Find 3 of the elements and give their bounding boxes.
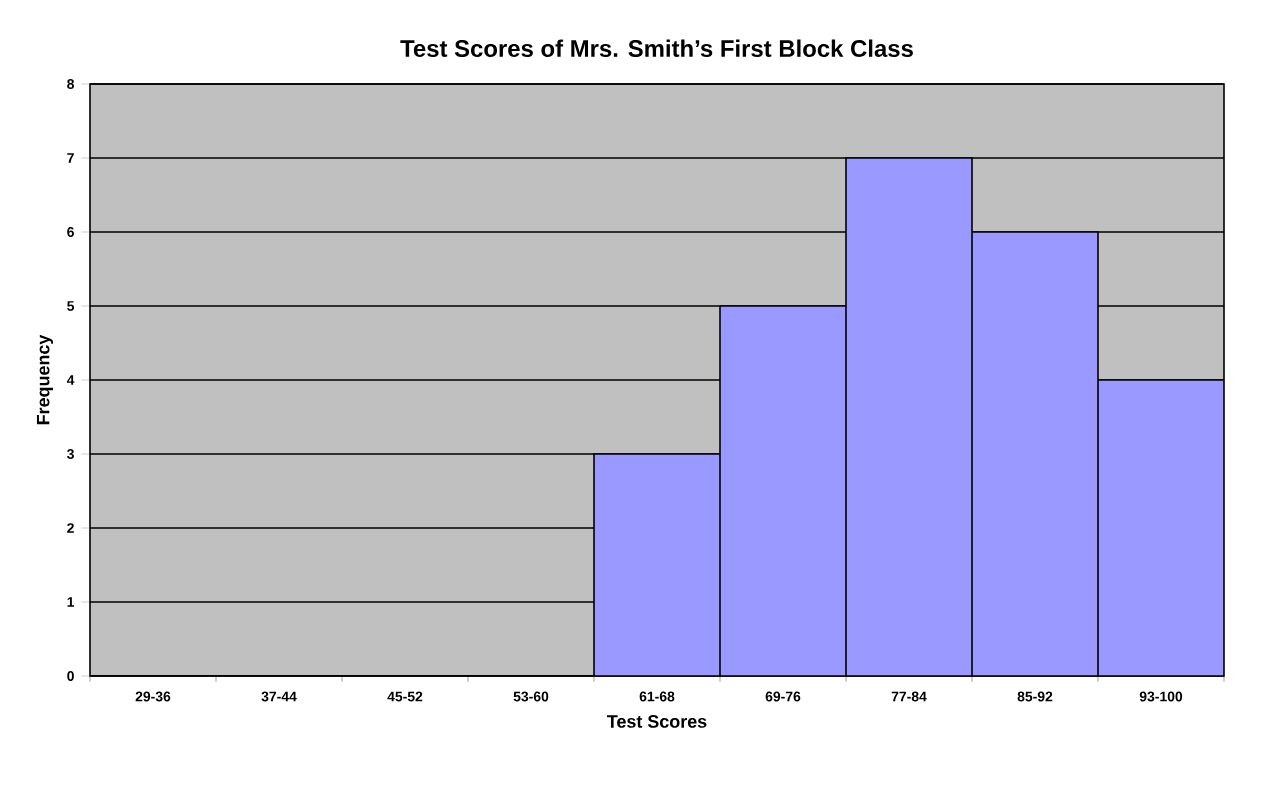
y-axis-title: Frequency	[36, 334, 54, 425]
x-axis-title: Test Scores	[607, 715, 707, 728]
chart-title: Test Scores of Mrs. Smith’s First Block Class	[400, 39, 913, 58]
